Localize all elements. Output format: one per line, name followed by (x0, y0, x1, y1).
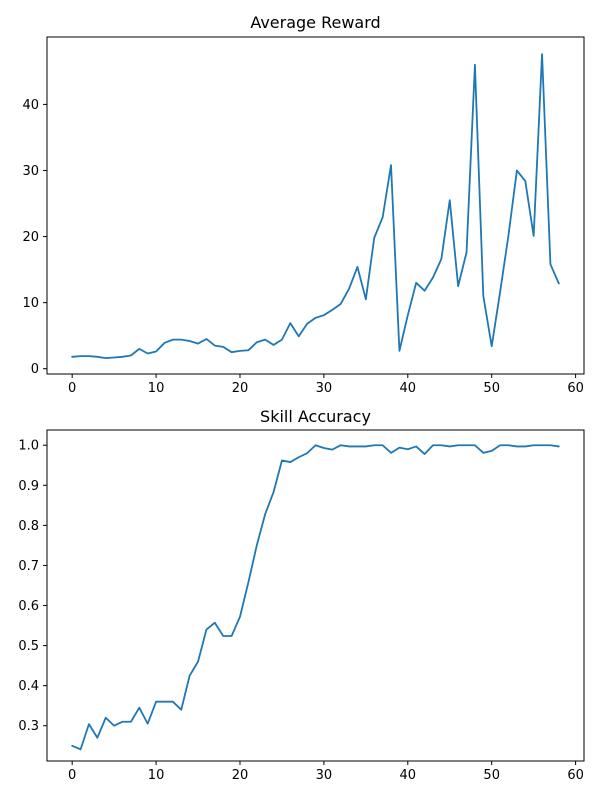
tick-group: 0 10 20 30 40 50 60 0 10 20 30 40 (22, 98, 583, 396)
x-tick-label: 0 (68, 768, 76, 783)
tick-group: 0 10 20 30 40 50 60 0.3 0.4 0.5 0.6 0.7 0.8 0.9 1.0 (18, 439, 584, 783)
y-tick-label: 30 (22, 164, 39, 179)
y-tick-label: 40 (22, 98, 39, 113)
y-tick-label: 0 (31, 362, 39, 377)
x-tick-label: 10 (148, 768, 165, 783)
average-reward-line (71, 53, 560, 360)
chart-title: Skill Accuracy (260, 407, 371, 426)
y-tick-label: 0.4 (18, 679, 39, 694)
x-tick-label: 0 (68, 381, 76, 396)
x-tick-label: 10 (148, 381, 165, 396)
x-tick-label: 30 (316, 381, 333, 396)
x-tick-label: 30 (316, 768, 333, 783)
average-reward-chart: Average Reward 0 10 20 30 40 50 60 0 10 20 30 40 (22, 13, 585, 396)
x-tick-label: 60 (567, 768, 584, 783)
y-tick-label: 0.5 (18, 639, 39, 654)
x-tick-label: 20 (232, 381, 249, 396)
y-tick-label: 0.9 (18, 479, 39, 494)
skill-accuracy-line (71, 444, 560, 751)
y-tick-label: 0.7 (18, 559, 39, 574)
y-tick-label: 0.8 (18, 519, 39, 534)
x-tick-label: 50 (483, 381, 500, 396)
y-tick-label: 1.0 (18, 439, 39, 454)
plot-frame (46, 429, 585, 762)
x-tick-label: 40 (400, 768, 417, 783)
x-tick-label: 20 (232, 768, 249, 783)
y-tick-label: 20 (22, 230, 39, 245)
y-tick-label: 0.6 (18, 599, 39, 614)
skill-accuracy-chart: Skill Accuracy 0 10 20 30 40 50 60 0.3 0.4 0.5 0.6… (18, 407, 585, 783)
x-tick-label: 40 (400, 381, 417, 396)
y-tick-label: 0.3 (18, 719, 39, 734)
x-tick-label: 50 (483, 768, 500, 783)
chart-title: Average Reward (250, 13, 380, 32)
x-tick-label: 60 (567, 381, 584, 396)
plot-frame (46, 36, 585, 375)
y-tick-label: 10 (22, 296, 39, 311)
